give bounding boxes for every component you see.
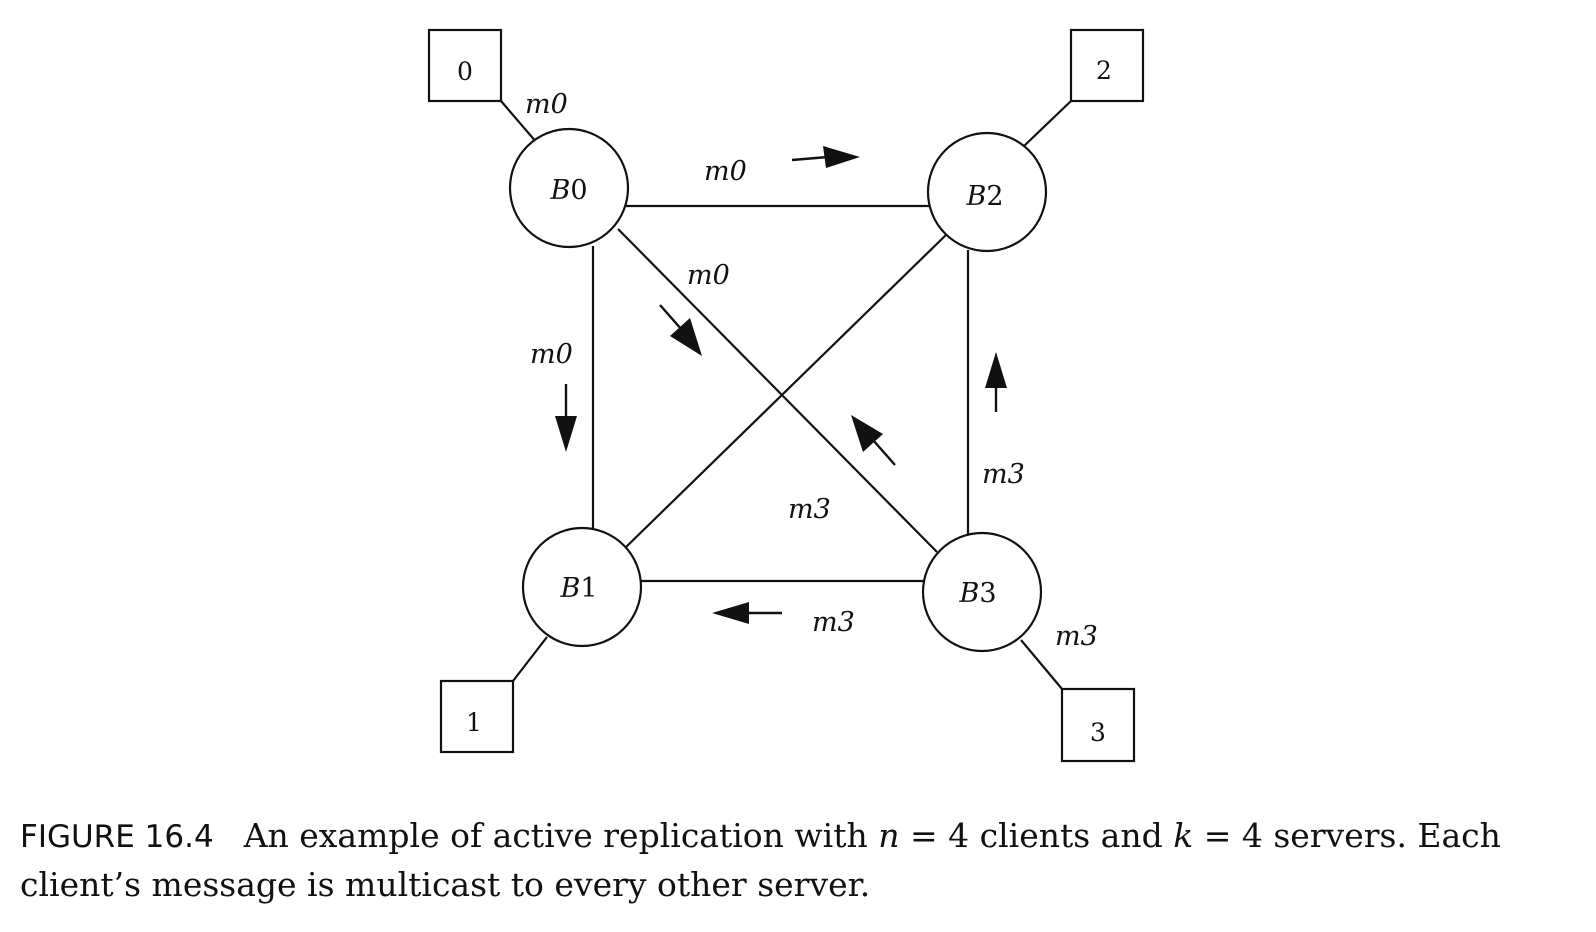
arrow-up-left-icon — [851, 415, 896, 466]
client-links — [500, 100, 1072, 690]
arrow-right-icon — [791, 146, 860, 168]
arrow-down-right-icon — [659, 304, 702, 356]
server-B1: B1 — [521, 526, 643, 648]
server-links — [591, 204, 970, 583]
message-labels: m0 m0 m0 m0 m3 m3 m3 m3 — [525, 89, 1098, 652]
client-3: 3 — [1060, 687, 1136, 763]
client-label-0: 0 — [457, 57, 473, 86]
msg-label-m3-bottom: m3 — [812, 607, 855, 638]
msg-label-m3-right: m3 — [982, 459, 1025, 490]
caption-text-1: An example of active replication with — [243, 816, 879, 855]
msg-label-m3-center: m3 — [788, 494, 831, 525]
link-c3-b3 — [1020, 639, 1063, 690]
figure-caption: FIGURE 16.4 An example of active replicat… — [20, 812, 1590, 909]
arrow-down-icon — [555, 384, 577, 452]
msg-label-m0-client: m0 — [525, 89, 568, 120]
figure-label: FIGURE 16.4 — [20, 819, 214, 855]
link-c0-b0 — [500, 100, 538, 144]
arrow-up-icon — [985, 352, 1007, 412]
server-B2: B2 — [926, 131, 1048, 253]
link-c2-b2 — [1023, 100, 1072, 147]
server-label-b0: B0 — [549, 175, 587, 206]
client-0: 0 — [427, 28, 503, 103]
link-c1-b1 — [512, 636, 548, 682]
client-label-1: 1 — [466, 708, 482, 737]
arrow-left-icon — [712, 602, 782, 624]
client-1: 1 — [439, 679, 515, 754]
link-b2-b1 — [624, 233, 948, 549]
server-label-b3: B3 — [958, 578, 996, 609]
msg-label-m3-client: m3 — [1055, 621, 1098, 652]
link-b0-b3 — [617, 228, 938, 553]
msg-label-m0-top: m0 — [704, 156, 747, 187]
caption-var-k: k — [1173, 816, 1194, 855]
client-label-3: 3 — [1090, 718, 1106, 747]
msg-label-m0-left: m0 — [530, 339, 573, 370]
server-B3: B3 — [921, 531, 1043, 653]
caption-text-2: = 4 clients and — [899, 816, 1174, 855]
server-label-b2: B2 — [965, 181, 1003, 212]
client-label-2: 2 — [1096, 56, 1112, 85]
server-B0: B0 — [508, 127, 630, 249]
server-label-b1: B1 — [559, 573, 597, 604]
client-2: 2 — [1069, 28, 1145, 103]
caption-text-3: = 4 servers. Each client’s message is mu… — [20, 816, 1501, 904]
message-arrows — [555, 146, 1007, 624]
msg-label-m0-diag: m0 — [687, 260, 730, 291]
caption-var-n: n — [878, 816, 900, 855]
